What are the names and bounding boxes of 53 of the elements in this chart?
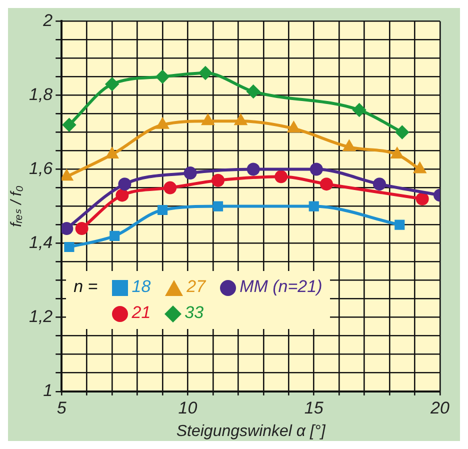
y-tick-label: 1,8 <box>28 84 54 104</box>
point <box>212 174 225 187</box>
point <box>75 222 88 236</box>
point <box>106 148 118 158</box>
point <box>394 220 405 230</box>
point <box>288 122 300 133</box>
y-tick-label: 1,4 <box>28 233 53 252</box>
point <box>164 181 177 194</box>
legend-label: 33 <box>184 303 205 324</box>
point <box>372 178 386 191</box>
point <box>198 66 212 80</box>
point <box>118 178 132 191</box>
point <box>414 162 426 174</box>
point <box>396 126 409 139</box>
point <box>352 104 366 117</box>
point <box>246 162 260 176</box>
y-tick-label: 1,2 <box>28 307 54 326</box>
x-tick-label: 10 <box>178 398 198 418</box>
legend-label: 21 <box>130 303 151 324</box>
point <box>184 166 197 180</box>
legend-title: n = <box>74 277 98 298</box>
point <box>62 222 74 236</box>
y-tick-label: 2 <box>42 10 54 30</box>
x-tick-label: 20 <box>430 398 450 418</box>
point <box>64 242 74 252</box>
point <box>320 178 333 191</box>
point <box>234 114 247 126</box>
point <box>106 78 119 91</box>
x-tick-label: 5 <box>56 398 67 418</box>
point <box>156 118 168 129</box>
point <box>62 118 76 132</box>
x-tick-label: 15 <box>304 398 324 418</box>
y-tick-label: 1 <box>43 381 53 400</box>
point <box>416 192 429 206</box>
legend-label: MM (n=21) <box>238 277 322 298</box>
x-axis-title: Steigungswinkel α [°] <box>176 422 326 440</box>
point <box>274 170 288 184</box>
point <box>202 114 214 126</box>
point <box>308 201 319 212</box>
point <box>310 162 323 176</box>
point <box>156 70 170 84</box>
y-tick-label: 1,6 <box>28 159 54 178</box>
point <box>116 188 129 202</box>
point <box>343 140 356 152</box>
legend-label: 18 <box>130 277 151 298</box>
point <box>110 230 120 241</box>
legend-label: 27 <box>186 277 206 298</box>
y-axis-title: fᵣₑₛ / f₀ <box>8 186 26 228</box>
point <box>157 204 168 216</box>
point <box>246 85 260 98</box>
point <box>212 201 224 212</box>
point <box>391 148 403 158</box>
point <box>62 170 73 181</box>
